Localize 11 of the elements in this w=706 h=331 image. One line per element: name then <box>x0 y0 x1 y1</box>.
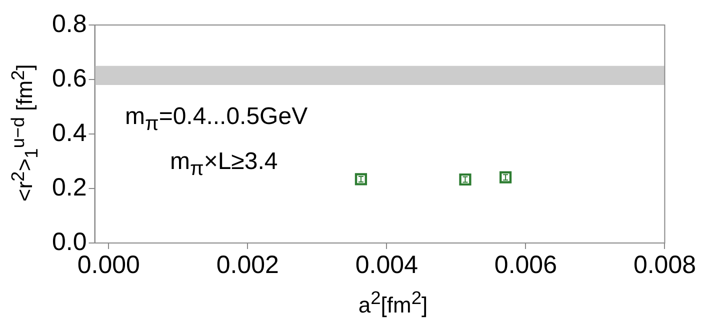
x-tick-label: 0.008 <box>633 250 696 279</box>
x-tick-label: 0.002 <box>216 250 279 279</box>
annotation: m$_{π}$×L≥3.4 <box>170 148 278 181</box>
x-tick-label: 0.006 <box>494 250 557 279</box>
x-axis-title: a$^{2}$[fm$^{2}$] <box>357 287 429 318</box>
y-tick-label: 0.2 <box>52 173 87 202</box>
x-tick-label: 0.004 <box>355 250 418 279</box>
y-tick-label: 0.6 <box>52 64 87 92</box>
y-tick-label: 0.8 <box>52 10 87 38</box>
y-tick-label: 0.4 <box>52 118 87 147</box>
annotation: m$_{π}$=0.4...0.5GeV <box>125 103 308 136</box>
